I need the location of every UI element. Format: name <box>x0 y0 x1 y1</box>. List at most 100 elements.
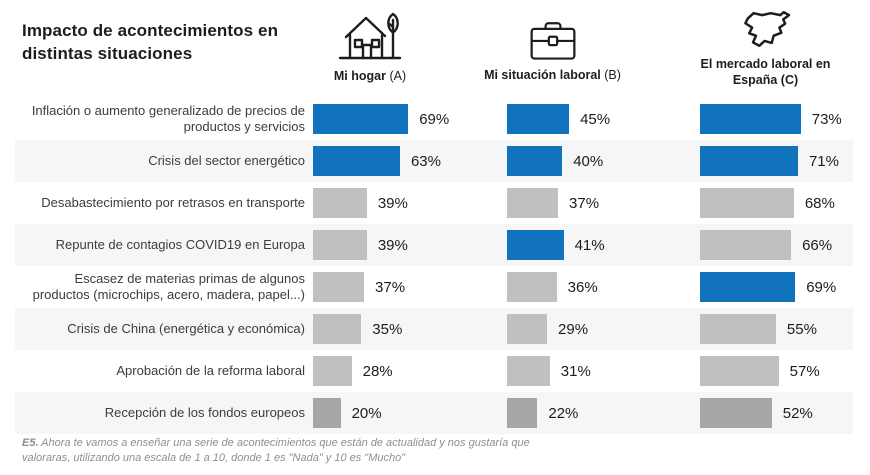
bar-cell: 52% <box>700 392 813 434</box>
column-label-bold: Mi hogar <box>333 69 386 83</box>
table-row: Repunte de contagios COVID19 en Europa 39… <box>15 224 853 266</box>
row-label: Recepción de los fondos europeos <box>104 404 305 420</box>
bar <box>507 188 559 218</box>
bar-cell: 20% <box>313 392 382 434</box>
bar <box>313 146 400 176</box>
column-label-plain: (B) <box>600 68 621 82</box>
bar-value: 35% <box>372 320 403 338</box>
bar-value: 41% <box>574 236 605 254</box>
bar-value: 37% <box>569 194 600 212</box>
page-title: Impacto de acontecimientos en distintas … <box>22 21 279 63</box>
bar-value: 28% <box>362 362 393 380</box>
bar-cell: 37% <box>507 182 599 224</box>
bar-value: 29% <box>558 320 589 338</box>
column-label: Mi hogar (A) <box>334 69 406 85</box>
bar <box>700 314 776 344</box>
bar <box>507 272 557 302</box>
table-row: Aprobación de la reforma laboral 28% 31% 57… <box>15 350 853 392</box>
bar-cell: 36% <box>507 266 598 308</box>
bar-cell: 22% <box>507 392 578 434</box>
bar-value: 40% <box>573 152 604 170</box>
bar <box>507 398 538 428</box>
bar-cell: 71% <box>700 140 839 182</box>
bar-value: 69% <box>419 110 450 128</box>
bar <box>507 314 548 344</box>
bar <box>313 398 341 428</box>
bar-cell: 39% <box>313 224 408 266</box>
bar <box>507 230 564 260</box>
chart-rows: Inflación o aumento generalizado de prec… <box>15 98 853 434</box>
table-row: Crisis del sector energético 63% 40% 71% <box>15 140 853 182</box>
bar <box>700 188 794 218</box>
bar-value: 39% <box>377 194 408 212</box>
bar-value: 37% <box>375 278 406 296</box>
bar-cell: 68% <box>700 182 835 224</box>
bar-value: 31% <box>560 362 591 380</box>
bar-cell: 69% <box>313 98 449 140</box>
column-label-plain: (A) <box>385 69 407 83</box>
bar-value: 68% <box>804 194 835 212</box>
table-row: Desabastecimiento por retrasos en transp… <box>15 182 853 224</box>
bar-value: 57% <box>789 362 820 380</box>
bar-cell: 45% <box>507 98 610 140</box>
briefcase-icon <box>527 17 579 63</box>
bar-value: 20% <box>351 404 382 422</box>
bar-cell: 73% <box>700 98 842 140</box>
row-label: Aprobación de la reforma laboral <box>116 362 305 378</box>
row-label: Desabastecimiento por retrasos en transp… <box>41 194 305 210</box>
bar-value: 69% <box>806 278 837 296</box>
row-label: Crisis de China (energética y económica) <box>67 320 305 336</box>
bar <box>313 104 409 134</box>
footnote-text: Ahora te vamos a enseñar una serie de ac… <box>22 437 530 465</box>
bar-cell: 35% <box>313 308 402 350</box>
bar-cell: 31% <box>507 350 591 392</box>
bar-cell: 57% <box>700 350 820 392</box>
bar-cell: 29% <box>507 308 588 350</box>
column-label-bold: El mercado laboral en España (C) <box>700 57 831 87</box>
bar <box>507 146 563 176</box>
footnote-code: E5. <box>22 437 39 449</box>
house-tree-icon <box>338 10 402 64</box>
bar <box>700 356 779 386</box>
bar-cell: 40% <box>507 140 603 182</box>
table-row: Crisis de China (energética y económica)… <box>15 308 853 350</box>
column-header-mercado-espana: El mercado laboral en España (C) <box>698 6 833 88</box>
bar-value: 71% <box>808 152 839 170</box>
column-header-mi-hogar: Mi hogar (A) <box>300 10 440 85</box>
column-label-bold: Mi situación laboral <box>484 68 601 82</box>
table-row: Inflación o aumento generalizado de prec… <box>15 98 853 140</box>
bar-cell: 39% <box>313 182 408 224</box>
spain-map-icon <box>739 6 793 52</box>
bar-value: 73% <box>811 110 842 128</box>
table-row: Escasez de materias primas de algunos pr… <box>15 266 853 308</box>
bar <box>700 398 772 428</box>
row-label: Escasez de materias primas de algunos pr… <box>32 270 305 302</box>
bar-value: 39% <box>377 236 408 254</box>
column-label: Mi situación laboral (B) <box>484 68 621 84</box>
bar <box>313 230 367 260</box>
bar-value: 63% <box>410 152 441 170</box>
bar-cell: 37% <box>313 266 405 308</box>
bar <box>313 356 352 386</box>
bar <box>313 272 365 302</box>
bar-cell: 63% <box>313 140 441 182</box>
bar-value: 55% <box>786 320 817 338</box>
bar <box>700 230 792 260</box>
survey-question-footnote: E5. Ahora te vamos a enseñar una serie d… <box>22 436 570 467</box>
table-row: Recepción de los fondos europeos 20% 22% 52… <box>15 392 853 434</box>
bar <box>313 314 362 344</box>
bar <box>507 356 550 386</box>
bar <box>313 188 367 218</box>
row-label: Crisis del sector energético <box>148 152 305 168</box>
column-label: El mercado laboral en España (C) <box>698 57 833 88</box>
bar-cell: 66% <box>700 224 832 266</box>
row-label: Repunte de contagios COVID19 en Europa <box>55 236 305 252</box>
bar <box>700 104 801 134</box>
bar-cell: 55% <box>700 308 817 350</box>
bar-cell: 69% <box>700 266 836 308</box>
bar-value: 52% <box>782 404 813 422</box>
bar-cell: 28% <box>313 350 393 392</box>
bar <box>507 104 570 134</box>
bar-value: 36% <box>567 278 598 296</box>
